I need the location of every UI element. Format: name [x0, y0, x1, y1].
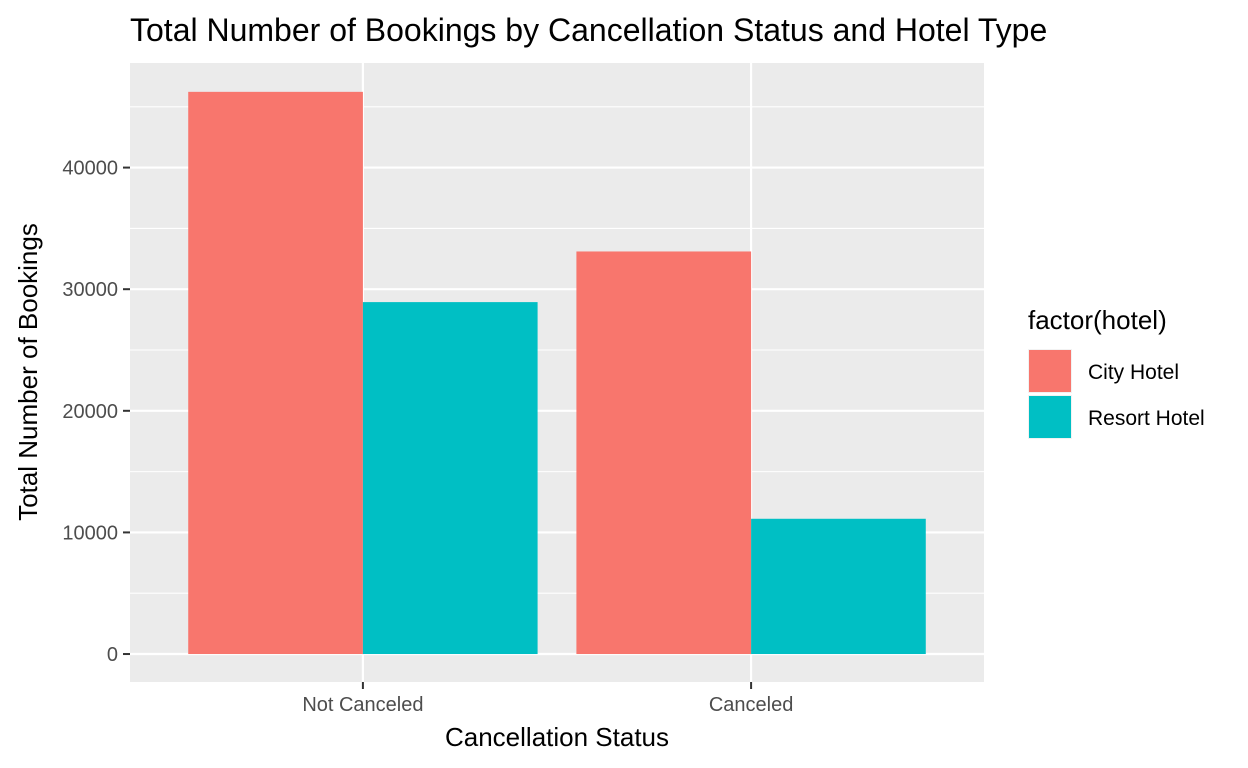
y-tick-label: 10000 — [62, 522, 118, 544]
bar-resort-hotel-canceled — [751, 518, 926, 655]
bar-city-hotel-canceled — [576, 251, 752, 655]
y-axis-title: Total Number of Bookings — [13, 223, 43, 521]
bars — [188, 91, 926, 655]
x-tick-label: Not Canceled — [302, 694, 423, 716]
x-axis-title: Cancellation Status — [445, 722, 669, 752]
legend-label: Resort Hotel — [1088, 407, 1205, 430]
x-axis: Not Canceled Canceled — [302, 682, 793, 716]
bar-city-hotel-not-canceled — [188, 91, 363, 655]
y-tick-label: 30000 — [62, 279, 118, 301]
y-axis: 0 10000 20000 30000 40000 — [62, 158, 130, 666]
y-tick-label: 20000 — [62, 401, 118, 423]
y-tick-label: 40000 — [62, 158, 118, 180]
x-tick-label: Canceled — [709, 694, 794, 716]
legend-title: factor(hotel) — [1028, 305, 1167, 335]
bar-resort-hotel-not-canceled — [362, 302, 538, 655]
y-tick-label: 0 — [107, 644, 118, 666]
legend-items: City Hotel Resort Hotel — [1028, 349, 1205, 439]
legend: factor(hotel) City Hotel Resort Hotel — [1028, 305, 1205, 439]
legend-key-swatch — [1029, 396, 1071, 438]
chart-title: Total Number of Bookings by Cancellation… — [130, 12, 1047, 48]
legend-key-swatch — [1029, 350, 1071, 392]
legend-label: City Hotel — [1088, 361, 1179, 384]
